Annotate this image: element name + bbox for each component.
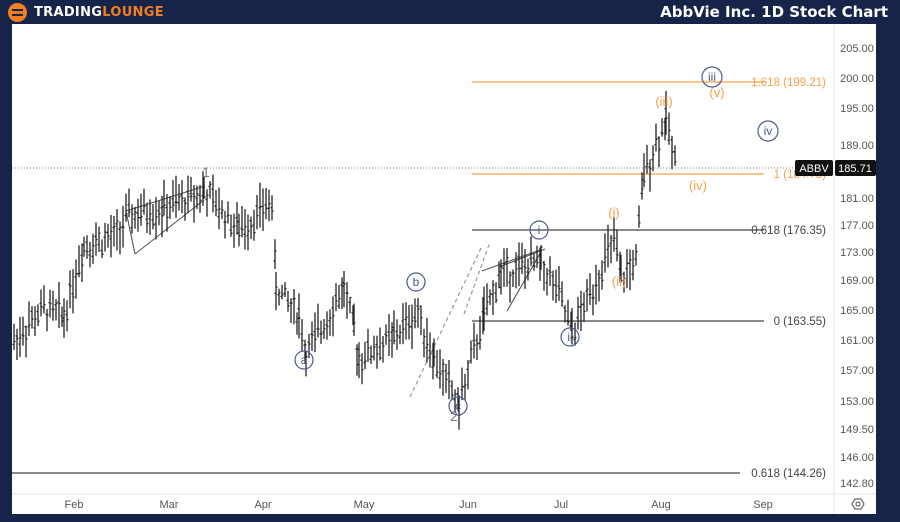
price-tick: 177.00: [840, 220, 874, 232]
price-tick: 146.00: [840, 452, 874, 464]
price-tick: 165.00: [840, 305, 874, 317]
logo-icon: [8, 2, 27, 22]
price-tick: 195.00: [840, 103, 874, 115]
price-tick: 189.00: [840, 140, 874, 152]
wave-label-minor-ii: (ii): [612, 274, 626, 289]
circled-wave-markers: [294, 66, 779, 416]
wave-label-minor-iii: (iii): [655, 94, 672, 109]
time-tick: May: [354, 499, 375, 511]
price-tick: 181.00: [840, 193, 874, 205]
wave-label-2: 2: [450, 408, 458, 424]
price-tick: 200.00: [840, 73, 874, 85]
chart-panel[interactable]: 1 2 a b c i ii iii iv (i) (ii) (iii) (iv…: [12, 24, 876, 514]
price-axis[interactable]: 205.00 200.00 195.00 189.00 181.00 177.0…: [840, 43, 874, 490]
ohlc-bars: [12, 90, 677, 430]
time-tick: Jul: [554, 499, 568, 511]
chart-title: AbbVie Inc. 1D Stock Chart: [660, 3, 888, 21]
price-tick: 205.00: [840, 43, 874, 55]
header-bar: TRADING LOUNGE AbbVie Inc. 1D Stock Chart: [0, 0, 900, 24]
fib-label-1618: 1.618 (199.21): [751, 77, 826, 89]
wave-label-iv: iv: [764, 124, 773, 138]
price-tick: 173.00: [840, 247, 874, 259]
fib-label-0: 0 (163.55): [774, 316, 827, 328]
wave-label-minor-v: (v): [709, 85, 724, 100]
price-tick: 157.00: [840, 365, 874, 377]
wave-label-c: c: [455, 399, 461, 413]
wave-label-i: i: [538, 223, 541, 237]
price-tick: 153.00: [840, 396, 874, 408]
time-tick: Aug: [651, 499, 671, 511]
logo-text-lounge: LOUNGE: [102, 4, 164, 20]
wave-label-minor-iv: (iv): [689, 178, 707, 193]
price-tag-bg: [835, 160, 876, 176]
wave-label-ii: ii: [567, 330, 572, 344]
logo-text-trading: TRADING: [34, 4, 103, 20]
time-tick: Feb: [65, 499, 84, 511]
dashed-channel: [409, 241, 491, 398]
time-tick: Jun: [459, 499, 477, 511]
time-tick: Mar: [160, 499, 179, 511]
wave-label-1: 1: [202, 164, 210, 180]
price-tick: 161.00: [840, 335, 874, 347]
chart-canvas[interactable]: 1 2 a b c i ii iii iv (i) (ii) (iii) (iv…: [12, 24, 876, 514]
wave-label-minor-i: (i): [608, 205, 620, 220]
wave-label-b: b: [413, 275, 420, 289]
time-axis[interactable]: Feb Mar Apr May Jun Jul Aug Sep: [65, 499, 773, 511]
wave-label-a: a: [301, 353, 308, 367]
tradinglounge-logo: TRADING LOUNGE: [8, 2, 164, 22]
price-tick: 149.50: [840, 424, 874, 436]
price-tick: 169.00: [840, 275, 874, 287]
time-tick: Sep: [753, 499, 773, 511]
fib-label-0618: 0.618 (176.35): [751, 225, 826, 237]
current-price-tag: 185.71: [838, 163, 872, 175]
fib-label-0618-lower: 0.618 (144.26): [751, 468, 826, 480]
time-tick: Apr: [254, 499, 271, 511]
symbol-tag: ABBV: [799, 163, 829, 175]
settings-gear-icon[interactable]: [851, 498, 865, 510]
price-tick: 142.80: [840, 478, 874, 490]
wave-label-iii: iii: [708, 70, 716, 84]
symbol-tag-bg: [795, 160, 833, 176]
